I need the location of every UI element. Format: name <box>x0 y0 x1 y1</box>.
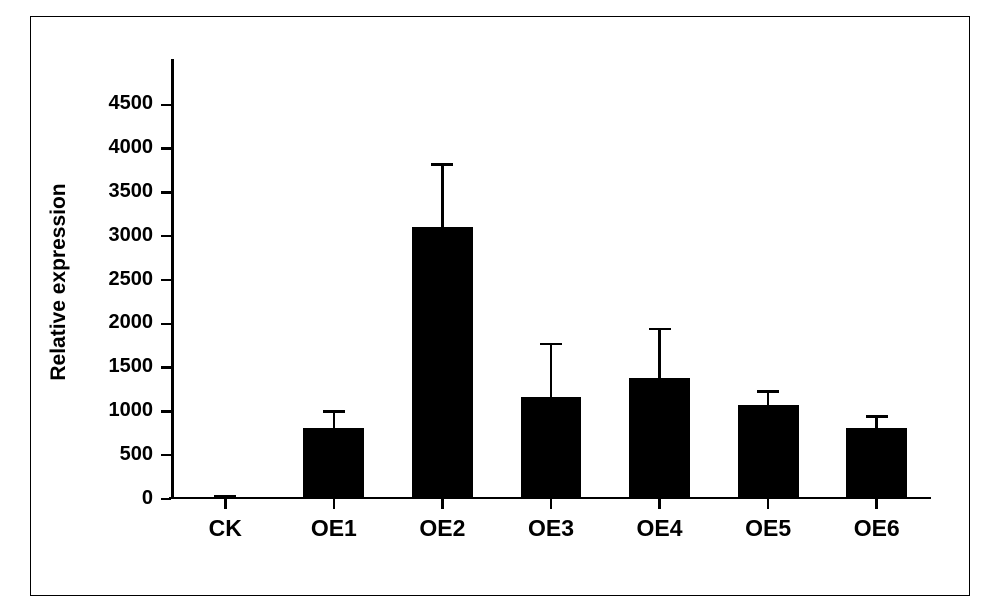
y-tick <box>161 323 171 326</box>
chart-frame: 050010001500200025003000350040004500 CKO… <box>30 16 970 596</box>
x-tick <box>333 499 336 509</box>
error-bar <box>658 329 661 415</box>
y-tick <box>161 235 171 238</box>
x-tick <box>441 499 444 509</box>
y-axis <box>171 59 174 499</box>
y-tick <box>161 147 171 150</box>
x-tick-label: OE6 <box>822 515 931 542</box>
error-cap-upper <box>431 163 453 166</box>
x-tick-label: OE5 <box>714 515 823 542</box>
error-bar <box>875 417 878 439</box>
error-cap-lower <box>866 437 888 440</box>
error-cap-upper <box>866 415 888 418</box>
x-tick <box>658 499 661 509</box>
x-tick <box>767 499 770 509</box>
x-tick <box>550 499 553 509</box>
error-bar <box>441 164 444 281</box>
x-tick-label: OE4 <box>605 515 714 542</box>
error-cap-upper <box>323 410 345 413</box>
x-tick <box>224 499 227 509</box>
error-bar <box>333 411 336 443</box>
error-cap-lower <box>431 281 453 284</box>
x-tick-label: OE1 <box>280 515 389 542</box>
x-tick-label: OE3 <box>497 515 606 542</box>
y-tick-label: 4500 <box>31 92 153 115</box>
y-tick <box>161 410 171 413</box>
error-bar <box>767 391 770 418</box>
y-tick <box>161 104 171 107</box>
x-tick-label: OE2 <box>388 515 497 542</box>
error-cap-lower <box>649 414 671 417</box>
error-cap-upper <box>649 328 671 331</box>
y-tick-label: 0 <box>31 487 153 510</box>
y-tick <box>161 191 171 194</box>
error-bar <box>550 344 553 433</box>
error-cap-upper <box>757 390 779 393</box>
error-cap-upper <box>540 343 562 346</box>
x-tick-label: CK <box>171 515 280 542</box>
y-tick-label: 500 <box>31 443 153 466</box>
y-tick <box>161 279 171 282</box>
y-tick <box>161 498 171 501</box>
x-tick <box>875 499 878 509</box>
plot-area <box>171 61 931 499</box>
y-tick <box>161 454 171 457</box>
error-cap-lower <box>323 442 345 445</box>
y-tick <box>161 366 171 369</box>
error-cap-lower <box>757 417 779 420</box>
y-axis-label: Relative expression <box>47 132 71 432</box>
error-cap-lower <box>540 432 562 435</box>
